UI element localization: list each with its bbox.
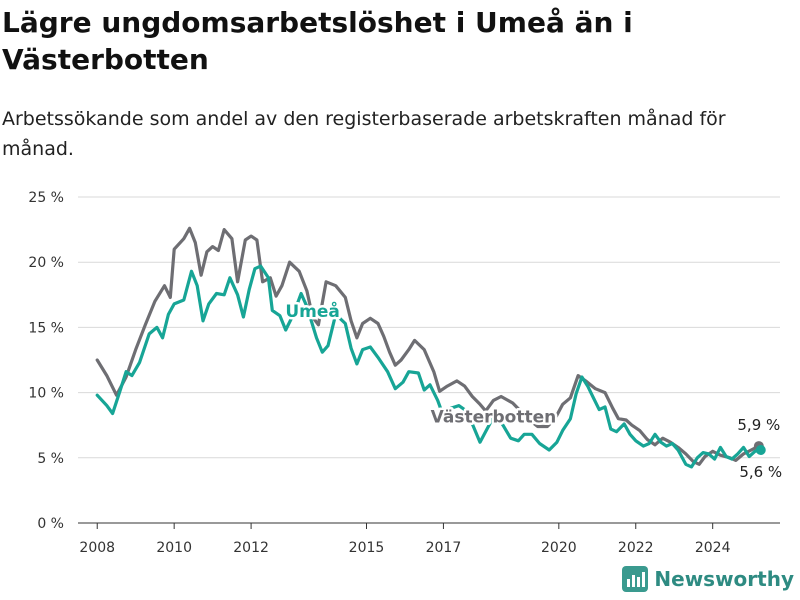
x-tick-label: 2008: [79, 540, 115, 556]
x-tick-label: 2012: [233, 540, 269, 556]
y-tick-label: 0 %: [37, 516, 64, 532]
y-axis-ticks: 0 % 5 % 10 % 15 % 20 % 25 %: [28, 190, 64, 532]
y-tick-label: 15 %: [28, 320, 64, 336]
brand-name: Newsworthy: [654, 567, 794, 591]
y-tick-label: 25 %: [28, 190, 64, 206]
y-tick-label: 5 %: [37, 451, 64, 467]
chart-title: Lägre ungdomsarbetslöshet i Umeå än i Vä…: [2, 6, 633, 76]
chart-subtitle: Arbetssökande som andel av den registerb…: [2, 108, 726, 160]
x-axis: 2008 2010 2012 2015 2017 2020 2022 2024: [78, 522, 780, 556]
series-end-point-umea: [755, 444, 766, 455]
series-lines: [95, 226, 766, 469]
x-tick-label: 2022: [618, 540, 654, 556]
x-tick-label: 2024: [695, 540, 731, 556]
bar-chart-logo-icon: [622, 566, 649, 592]
series-label-umea: Umeå: [285, 300, 340, 322]
series-line-vasterbotten: [95, 226, 761, 466]
y-tick-label: 10 %: [28, 386, 64, 402]
y-tick-label: 20 %: [28, 255, 64, 271]
series-labels: 5,9 % 5,6 % Västerbotten Umeå: [283, 297, 782, 481]
x-tick-label: 2015: [349, 540, 385, 556]
end-value-label-vasterbotten: 5,9 %: [737, 416, 780, 434]
newsworthy-brand[interactable]: Newsworthy: [622, 566, 794, 592]
end-value-label-umea: 5,6 %: [739, 463, 782, 481]
series-line-umea: [95, 264, 763, 469]
line-chart: 0 %5 %10 %15 %20 %25 % 2008 2010 2012 2015 2…: [28, 190, 782, 556]
x-tick-label: 2010: [156, 540, 192, 556]
x-tick-label: 2017: [426, 540, 462, 556]
series-label-vasterbotten: Västerbotten: [431, 408, 557, 428]
gridlines: [78, 196, 780, 459]
x-tick-label: 2020: [541, 540, 577, 556]
